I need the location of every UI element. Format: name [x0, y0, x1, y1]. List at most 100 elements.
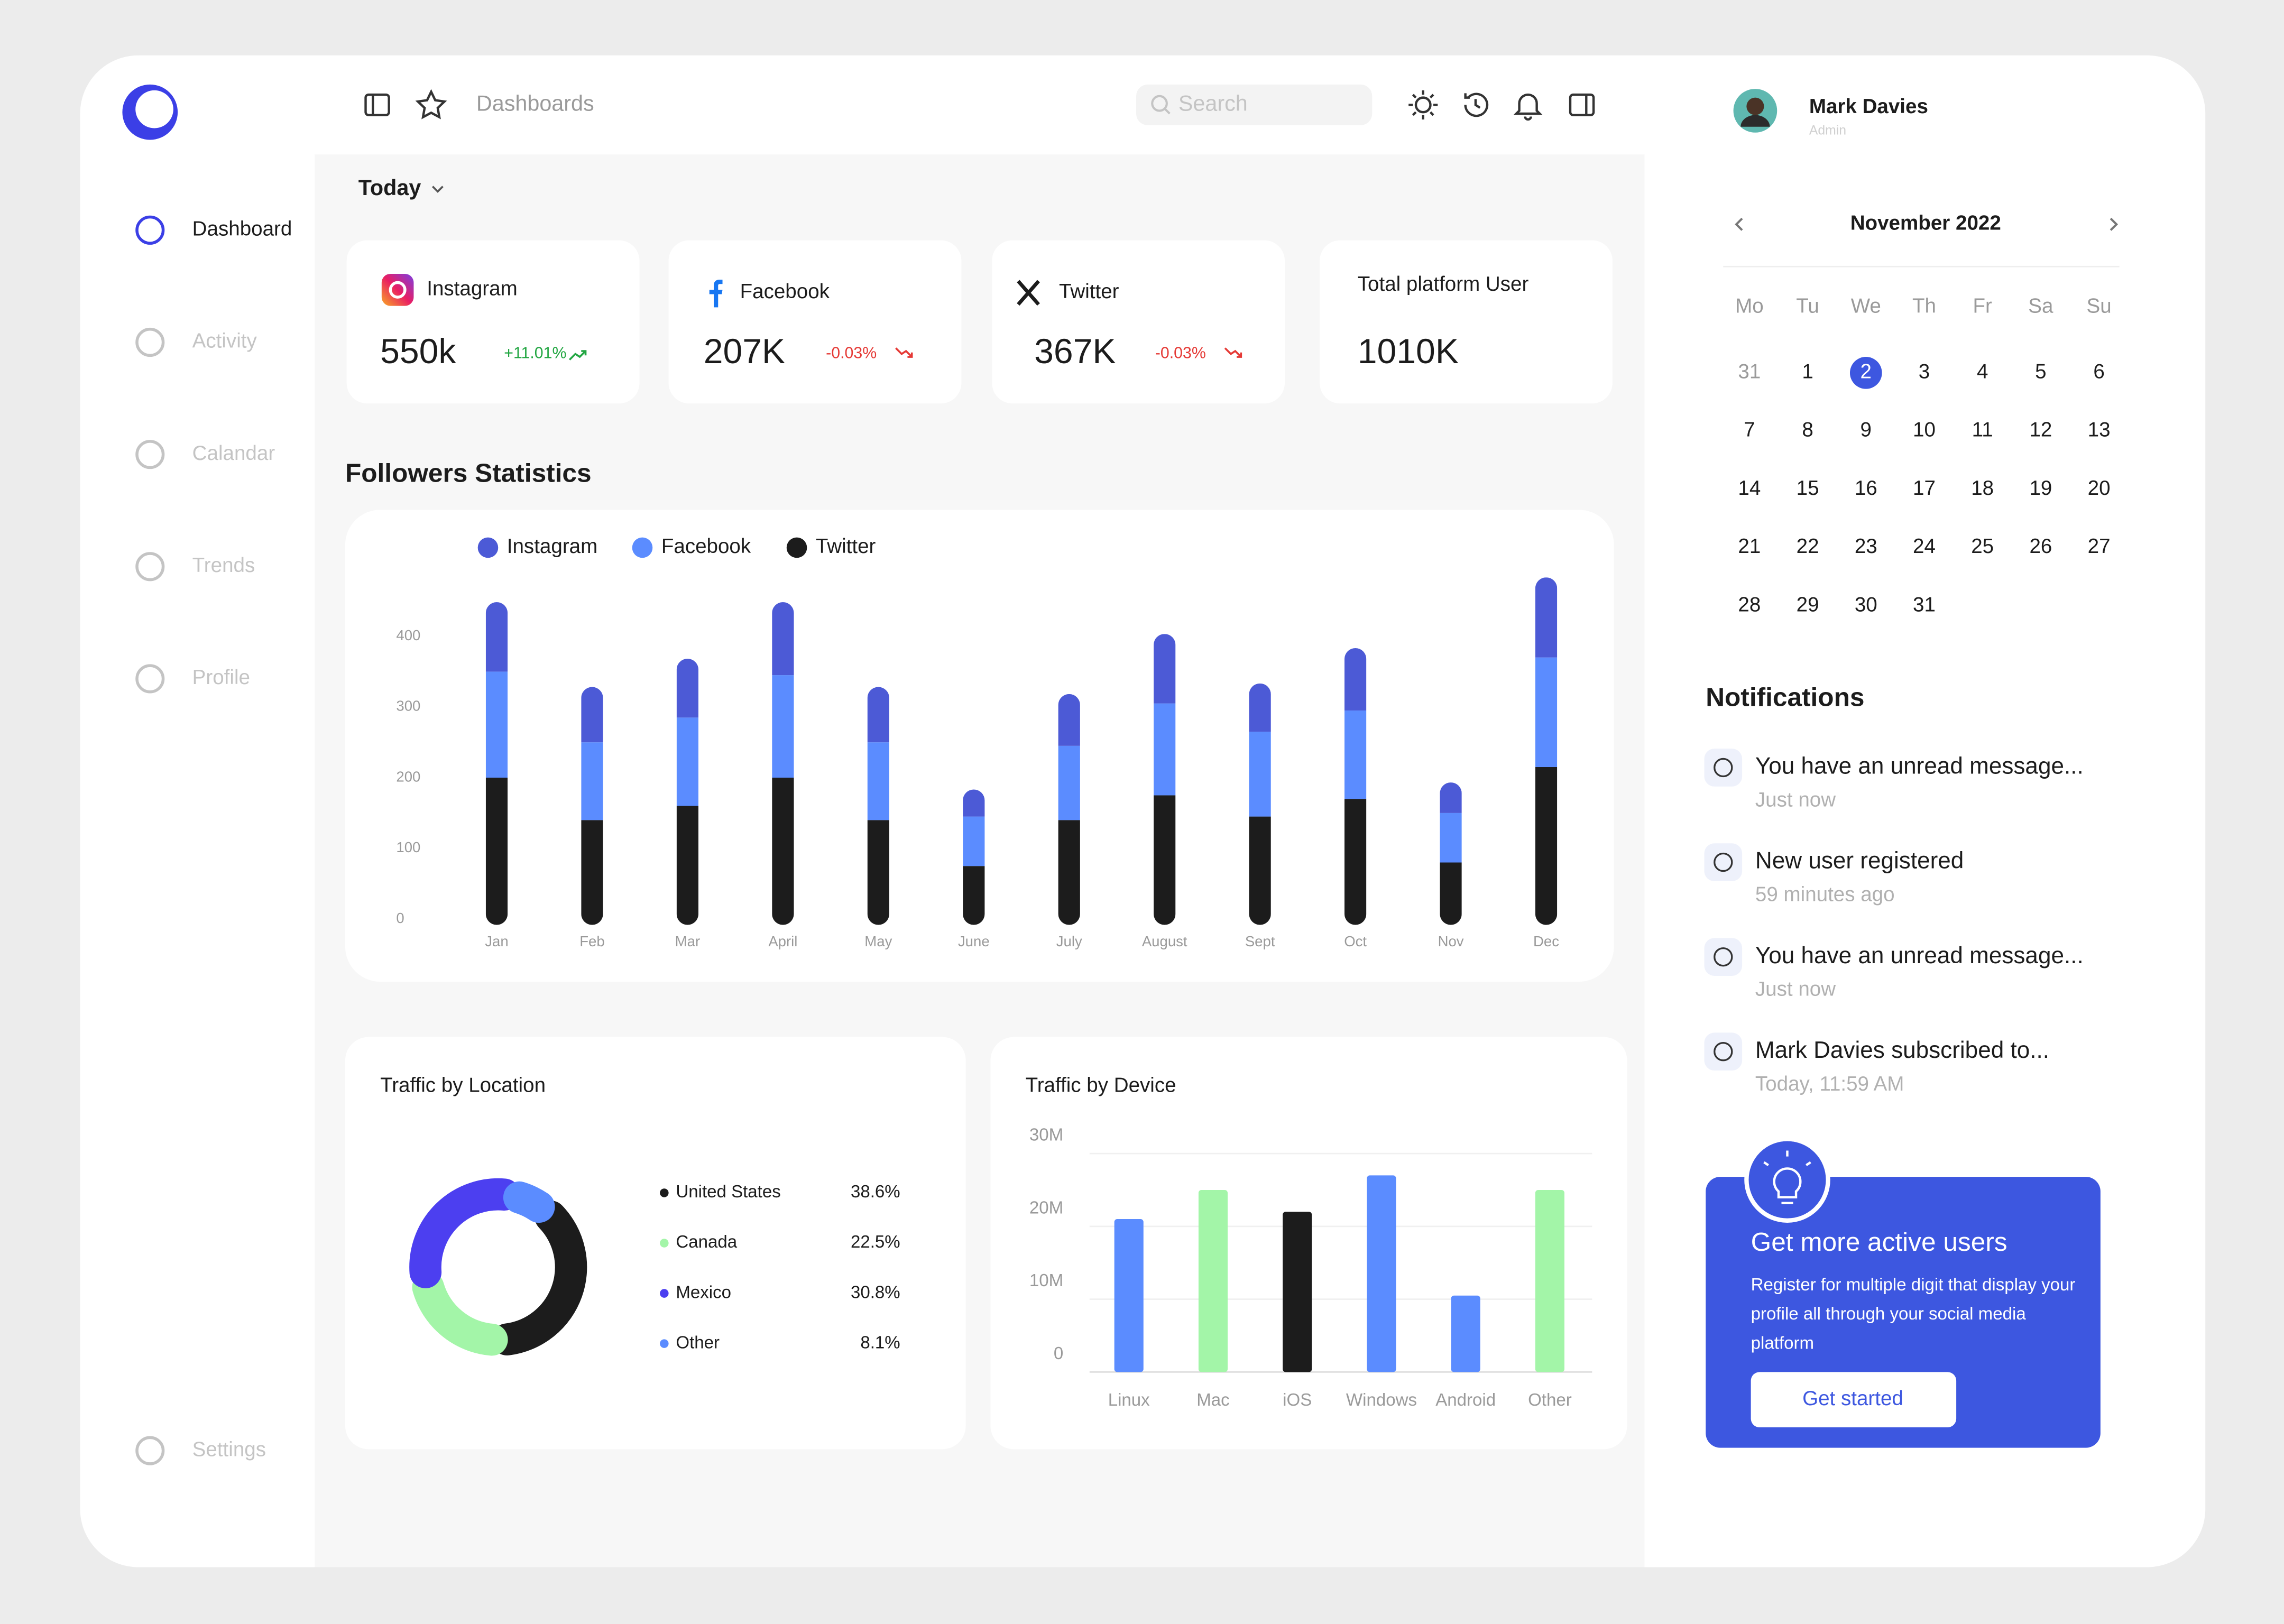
calendar-day[interactable]: 31 — [1738, 361, 1761, 383]
calendar-day[interactable]: 23 — [1855, 535, 1877, 558]
stat-label: Twitter — [1059, 280, 1119, 303]
bar-segment — [1344, 710, 1367, 799]
bar — [1367, 1175, 1396, 1372]
calendar-day[interactable]: 18 — [1971, 477, 1994, 500]
calendar-day[interactable]: 28 — [1738, 593, 1761, 616]
panel-icon[interactable] — [1569, 93, 1595, 116]
calendar-day[interactable]: 4 — [1977, 361, 1988, 383]
calendar-day[interactable]: 5 — [2035, 361, 2046, 383]
selected-day — [1849, 357, 1882, 389]
notification-time: 59 minutes ago — [1755, 883, 1895, 906]
trend-icon — [1224, 347, 1242, 358]
calendar-day[interactable]: 21 — [1738, 535, 1761, 558]
nav-item[interactable]: Calandar — [192, 442, 275, 465]
notification-text[interactable]: New user registered — [1755, 848, 1964, 874]
notification-text[interactable]: Mark Davies subscribed to... — [1755, 1037, 2049, 1063]
calendar-day[interactable]: 30 — [1855, 593, 1877, 616]
calendar-day[interactable]: 29 — [1797, 593, 1819, 616]
bar-segment — [867, 687, 889, 743]
nav-item[interactable]: Settings — [192, 1438, 266, 1461]
settings-icon[interactable] — [135, 1436, 165, 1465]
calendar-day[interactable]: 24 — [1913, 535, 1936, 558]
calendar-day[interactable]: 31 — [1913, 593, 1936, 616]
breadcrumb[interactable]: Dashboards — [476, 91, 594, 115]
calendar-day[interactable]: 17 — [1913, 477, 1936, 500]
history-icon[interactable] — [1464, 93, 1489, 117]
x-tick-label: July — [1056, 933, 1082, 949]
calendar-day[interactable]: 22 — [1797, 535, 1819, 558]
nav-item[interactable]: Trends — [192, 554, 255, 577]
calendar-day[interactable]: 7 — [1744, 419, 1755, 441]
calendar-day[interactable]: 12 — [2029, 419, 2052, 441]
next-month[interactable] — [2110, 217, 2119, 231]
notification-text[interactable]: You have an unread message... — [1755, 943, 2084, 968]
notification-icon — [1704, 749, 1743, 787]
weekday: Tu — [1796, 295, 1819, 318]
bell-icon[interactable] — [1513, 93, 1543, 121]
x-tick-label: Feb — [579, 933, 604, 949]
calendar-day[interactable]: 19 — [2029, 477, 2052, 500]
calendar-day[interactable]: 6 — [2093, 361, 2104, 383]
calendar-day[interactable]: 1 — [1802, 361, 1813, 383]
stat-label: Instagram — [427, 277, 517, 300]
bar-segment — [963, 816, 985, 866]
search-box[interactable] — [1136, 84, 1373, 125]
calendar-day[interactable]: 26 — [2029, 535, 2052, 558]
chart-title: Followers Statistics — [345, 458, 592, 487]
nav-icon[interactable] — [135, 552, 165, 582]
date-filter[interactable]: Today — [358, 176, 421, 200]
calendar-day[interactable]: 16 — [1855, 477, 1877, 500]
calendar-day[interactable]: 2 — [1861, 361, 1872, 383]
nav-item[interactable]: Profile — [192, 666, 250, 689]
calendar-day[interactable]: 14 — [1738, 477, 1761, 500]
calendar-day[interactable]: 13 — [2088, 419, 2111, 441]
weekday: Fr — [1973, 295, 1992, 318]
y-tick-label: 10M — [1029, 1271, 1063, 1290]
legend-label: Facebook — [661, 535, 751, 558]
calendar-day[interactable]: 3 — [1919, 361, 1930, 383]
legend-swatch — [660, 1188, 669, 1197]
promo-button-label[interactable]: Get started — [1802, 1387, 1903, 1410]
notification-text[interactable]: You have an unread message... — [1755, 753, 2084, 779]
trend-icon — [895, 347, 913, 358]
calendar-day[interactable]: 10 — [1913, 419, 1936, 441]
bar — [1535, 1189, 1564, 1372]
calendar-day[interactable]: 15 — [1797, 477, 1819, 500]
calendar-day[interactable]: 8 — [1802, 419, 1813, 441]
nav-item[interactable]: Activity — [192, 330, 257, 353]
star-icon[interactable] — [415, 89, 447, 119]
calendar-day[interactable]: 25 — [1971, 535, 1994, 558]
theme-icon[interactable] — [1414, 96, 1432, 114]
x-tick-label: Oct — [1344, 933, 1367, 949]
user-name: Mark Davies — [1809, 95, 1928, 118]
legend-label: Other — [676, 1333, 720, 1352]
bulb-icon — [1763, 1150, 1811, 1204]
calendar-day[interactable]: 9 — [1861, 419, 1872, 441]
stat-value: 550k — [380, 332, 456, 371]
y-tick-label: 200 — [396, 768, 420, 785]
bar-segment — [1249, 732, 1271, 817]
prev-month[interactable] — [1735, 217, 1743, 231]
stat-value: 367K — [1034, 332, 1116, 371]
notification-icon — [1704, 843, 1743, 881]
stat-card — [346, 240, 640, 404]
nav-item[interactable]: Dashboard — [192, 218, 292, 241]
x-tick-label: Linux — [1108, 1390, 1150, 1410]
donut-segment — [412, 1271, 508, 1356]
calendar-day[interactable]: 20 — [2088, 477, 2111, 500]
nav-icon[interactable] — [135, 215, 165, 245]
nav-icon[interactable] — [135, 440, 165, 469]
dropdown-caret[interactable] — [431, 186, 444, 193]
nav-icon[interactable] — [135, 327, 165, 357]
calendar-day[interactable]: 11 — [1972, 419, 1993, 441]
bar-segment — [1535, 767, 1558, 925]
promo-button[interactable] — [1751, 1372, 1957, 1428]
calendar-day[interactable]: 27 — [2088, 535, 2111, 558]
instagram-icon — [381, 273, 414, 306]
legend-swatch — [660, 1339, 669, 1348]
y-tick-label: 20M — [1029, 1198, 1063, 1218]
bar-segment — [676, 806, 699, 925]
promo-body: Register for multiple digit that display… — [1751, 1274, 2076, 1353]
nav-icon[interactable] — [135, 664, 165, 694]
sidebar-toggle-icon[interactable] — [364, 93, 390, 116]
